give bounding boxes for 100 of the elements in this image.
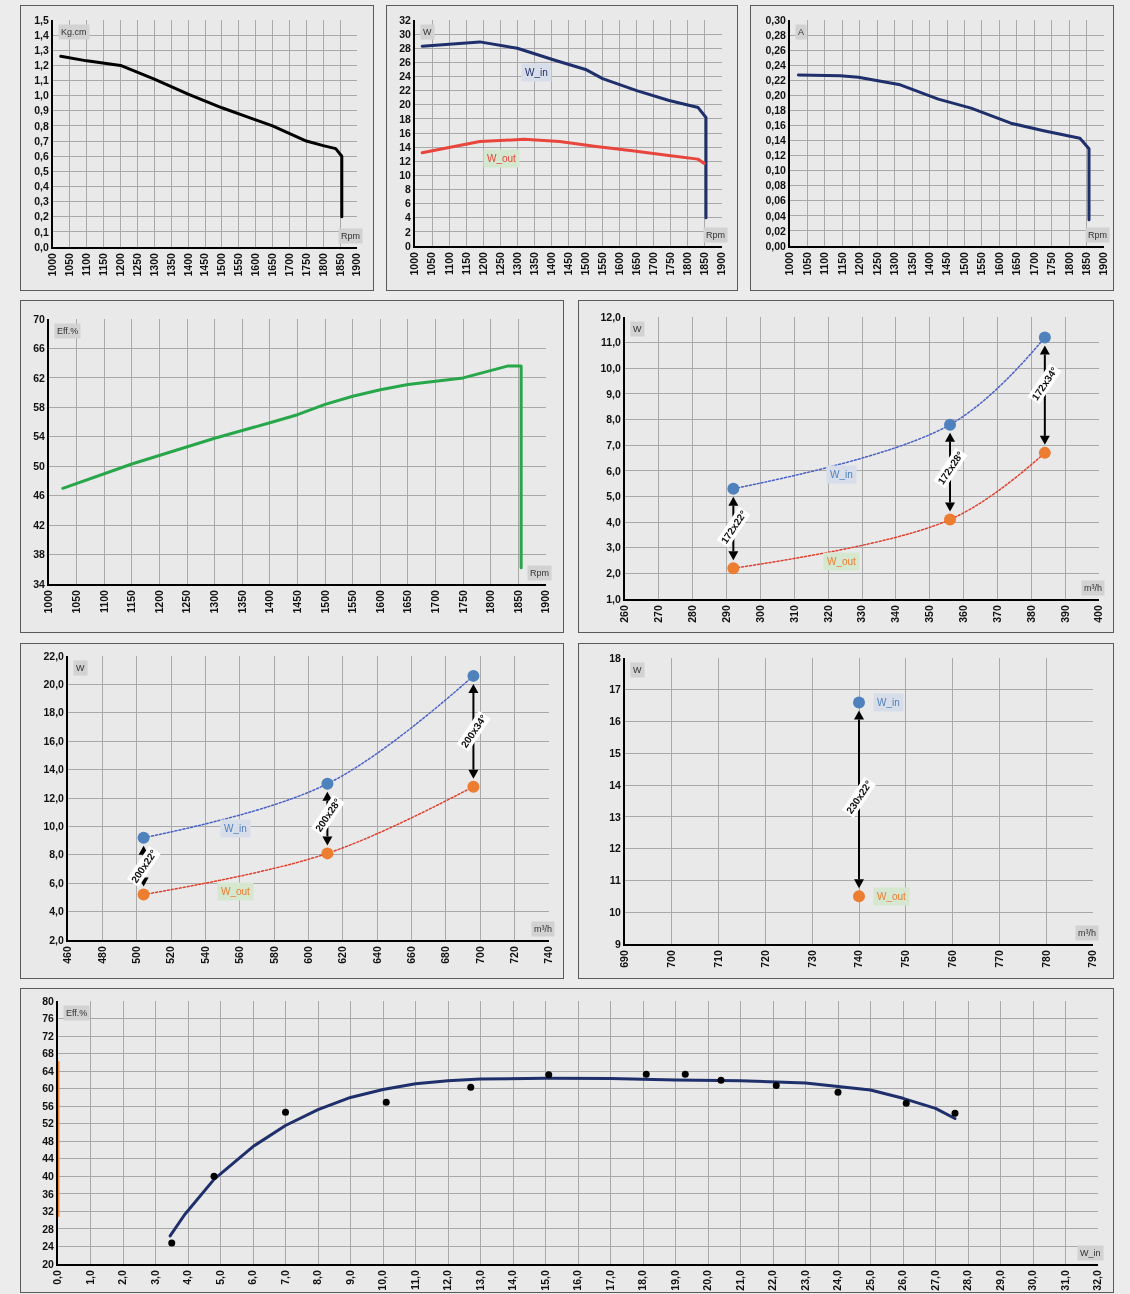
y-tick-label: 72 xyxy=(42,1029,55,1042)
x-tick-label: 1000 xyxy=(42,590,55,614)
point xyxy=(282,1108,289,1116)
x-tick-label: 1350 xyxy=(164,253,177,277)
y-tick-label: 17 xyxy=(609,683,622,696)
y-tick-label: 4,0 xyxy=(606,515,622,528)
x-tick-label: 790 xyxy=(1086,950,1099,968)
y-tick-label: 12,0 xyxy=(600,310,622,323)
y-tick-label: 38 xyxy=(33,548,46,561)
point xyxy=(467,780,480,793)
x-tick-label: 660 xyxy=(404,946,417,964)
x-tick-label: 750 xyxy=(899,950,912,968)
y-tick-label: 12 xyxy=(399,154,412,167)
y-tick-label: 0,02 xyxy=(765,224,787,237)
x-tick-label: 360 xyxy=(956,605,969,623)
y-tick-label: 22 xyxy=(399,84,412,97)
x-tick-label: 1550 xyxy=(232,253,245,277)
x-tick-label: 20,0 xyxy=(701,1270,714,1291)
x-tick-label: 9,0 xyxy=(343,1270,356,1285)
x-tick-label: 1600 xyxy=(613,252,626,276)
y-tick-label: 66 xyxy=(33,342,46,355)
x-tick-label: 1250 xyxy=(130,253,143,277)
point xyxy=(834,1088,842,1096)
y-tick-label: 0,2 xyxy=(34,210,50,223)
text: W_in xyxy=(830,469,853,480)
x-axis-title: Rpm xyxy=(706,230,726,240)
y-tick-label: 0,5 xyxy=(34,165,50,178)
x-tick-label: 740 xyxy=(852,950,865,968)
x-axis-title: m³/h xyxy=(1078,928,1096,938)
point xyxy=(137,831,150,844)
point xyxy=(137,888,150,901)
x-tick-label: 27,0 xyxy=(928,1270,941,1291)
x-tick-label: 520 xyxy=(164,946,177,964)
x-tick-label: 1250 xyxy=(180,590,193,614)
y-tick-label: 70 xyxy=(33,312,46,325)
y-tick-label: 2,0 xyxy=(606,567,622,580)
y-tick-label: 42 xyxy=(33,518,46,531)
x-tick-label: 460 xyxy=(61,946,74,964)
y-tick-label: 0,18 xyxy=(765,104,787,117)
y-tick-label: 8 xyxy=(405,183,412,196)
x-tick-label: 16,0 xyxy=(571,1270,584,1291)
x-tick-label: 1000 xyxy=(408,252,421,276)
y-tick-label: 28 xyxy=(399,41,412,54)
y-tick-label: 64 xyxy=(42,1064,55,1077)
x-tick-label: 1850 xyxy=(698,252,711,276)
y-tick-label: 0,22 xyxy=(765,73,787,86)
y-axis-title: W xyxy=(633,665,642,675)
y-tick-label: 11,0 xyxy=(601,336,622,349)
x-tick-label: 1550 xyxy=(975,252,988,276)
x-tick-label: 10,0 xyxy=(376,1270,389,1291)
y-tick-label: 50 xyxy=(33,459,46,472)
x-tick-label: 21,0 xyxy=(733,1270,746,1291)
y-tick-label: 4 xyxy=(405,211,412,224)
x-tick-label: 1700 xyxy=(428,590,441,614)
y-tick-label: 0,10 xyxy=(765,164,787,177)
x-tick-label: 680 xyxy=(439,946,452,964)
x-tick-label: 1600 xyxy=(249,253,262,277)
x-tick-label: 270 xyxy=(652,605,665,623)
x-tick-label: 17,0 xyxy=(603,1270,616,1291)
y-tick-label: 32 xyxy=(399,13,412,26)
y-tick-label: 9 xyxy=(615,937,622,950)
x-tick-label: 720 xyxy=(758,950,771,968)
x-tick-label: 1450 xyxy=(940,252,953,276)
y-tick-label: 7,0 xyxy=(606,438,622,451)
y-tick-label: 14 xyxy=(399,140,412,153)
y-axis-title: Eff.% xyxy=(57,326,79,336)
x-tick-label: 710 xyxy=(712,950,725,968)
x-tick-label: 1450 xyxy=(290,590,303,614)
x-tick-label: 1900 xyxy=(350,253,363,277)
y-axis-title: W xyxy=(423,27,432,37)
y-tick-label: 48 xyxy=(42,1134,55,1147)
y-tick-label: 1,3 xyxy=(34,43,50,56)
point xyxy=(681,1070,689,1078)
y-tick-label: 0,20 xyxy=(765,89,787,102)
x-tick-label: 4,0 xyxy=(181,1270,194,1285)
x-tick-label: 1550 xyxy=(596,252,609,276)
point xyxy=(944,418,957,431)
y-tick-label: 12,0 xyxy=(43,791,65,804)
x-tick-label: 1150 xyxy=(459,252,472,275)
x-tick-label: 780 xyxy=(1039,950,1052,968)
x-tick-label: 28,0 xyxy=(961,1270,974,1291)
y-tick-label: 24 xyxy=(42,1240,55,1253)
y-tick-label: 0,26 xyxy=(765,43,787,56)
y-tick-label: 0,4 xyxy=(34,180,50,193)
x-tick-label: 25,0 xyxy=(863,1270,876,1291)
x-tick-label: 32,0 xyxy=(1091,1270,1104,1291)
point xyxy=(321,777,334,790)
y-tick-label: 44 xyxy=(42,1152,55,1165)
y-tick-label: 6,0 xyxy=(606,464,622,477)
y-tick-label: 2 xyxy=(405,225,412,238)
point xyxy=(717,1076,725,1084)
line-series xyxy=(796,73,1091,222)
y-tick-label: 60 xyxy=(42,1082,55,1095)
x-tick-label: 26,0 xyxy=(896,1270,909,1291)
x-tick-label: 1250 xyxy=(870,252,883,276)
x-tick-label: 620 xyxy=(336,946,349,964)
y-tick-label: 0,12 xyxy=(765,149,787,162)
x-tick-label: 15,0 xyxy=(538,1270,551,1291)
y-tick-label: 3,0 xyxy=(606,541,622,554)
x-tick-label: 7,0 xyxy=(278,1270,291,1285)
